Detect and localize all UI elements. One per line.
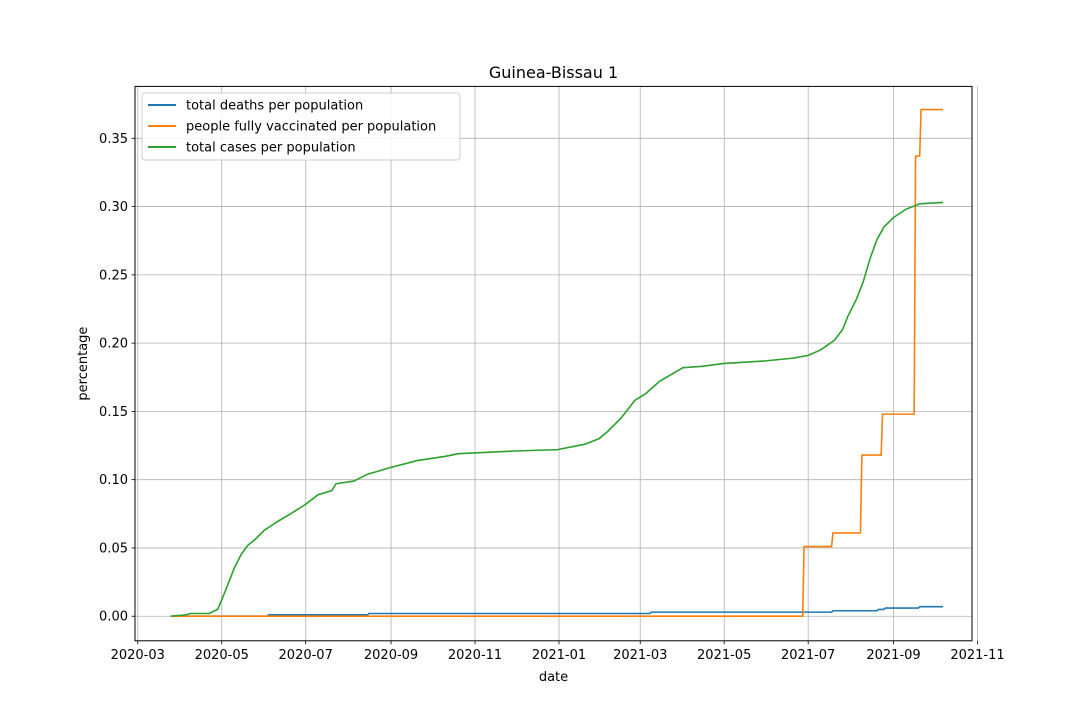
x-tick-label: 2020-11: [448, 648, 502, 663]
x-axis: 2020-03 2020-05 2020-07 2020-09 2020-11 2021-…: [111, 640, 1005, 663]
x-tick-label: 2020-03: [111, 648, 165, 663]
legend-box: [141, 92, 461, 161]
x-tick-label: 2021-05: [697, 648, 751, 663]
x-tick-label: 2020-09: [364, 648, 418, 663]
y-tick-label: 0.20: [99, 337, 128, 352]
plot-frame: [134, 85, 973, 642]
y-tick-label: 0.30: [99, 200, 128, 215]
y-tick-label: 0.25: [99, 268, 128, 283]
x-tick-label: 2020-07: [279, 648, 333, 663]
x-tick-label: 2021-03: [613, 648, 667, 663]
legend-label: people fully vaccinated per population: [186, 120, 436, 135]
series-line-2: [170, 201, 944, 618]
plot-background: [135, 86, 972, 641]
x-tick-label: 2021-01: [532, 648, 586, 663]
x-tick-label: 2020-05: [195, 648, 249, 663]
x-tick-label: 2021-09: [866, 648, 920, 663]
series-line-0: [170, 605, 944, 618]
x-axis-label: date: [539, 670, 568, 685]
x-tick-label: 2021-11: [950, 648, 1004, 663]
y-axis-label: percentage: [76, 327, 91, 401]
legend-label: total cases per population: [186, 141, 356, 156]
series-layer: [170, 108, 944, 618]
y-tick-label: 0.15: [99, 405, 128, 420]
series-line-1: [170, 108, 944, 618]
y-axis: 0.00 0.05 0.10 0.15 0.20 0.25 0.30 0.35: [99, 132, 135, 625]
y-tick-label: 0.10: [99, 473, 128, 488]
chart-title: Guinea-Bissau 1: [489, 63, 618, 82]
legend-label: total deaths per population: [186, 99, 363, 114]
x-tick-label: 2021-07: [781, 648, 835, 663]
y-tick-label: 0.00: [99, 610, 128, 625]
y-tick-label: 0.05: [99, 541, 128, 556]
legend: total deaths per population people fully …: [141, 92, 461, 161]
y-tick-label: 0.35: [99, 132, 128, 147]
